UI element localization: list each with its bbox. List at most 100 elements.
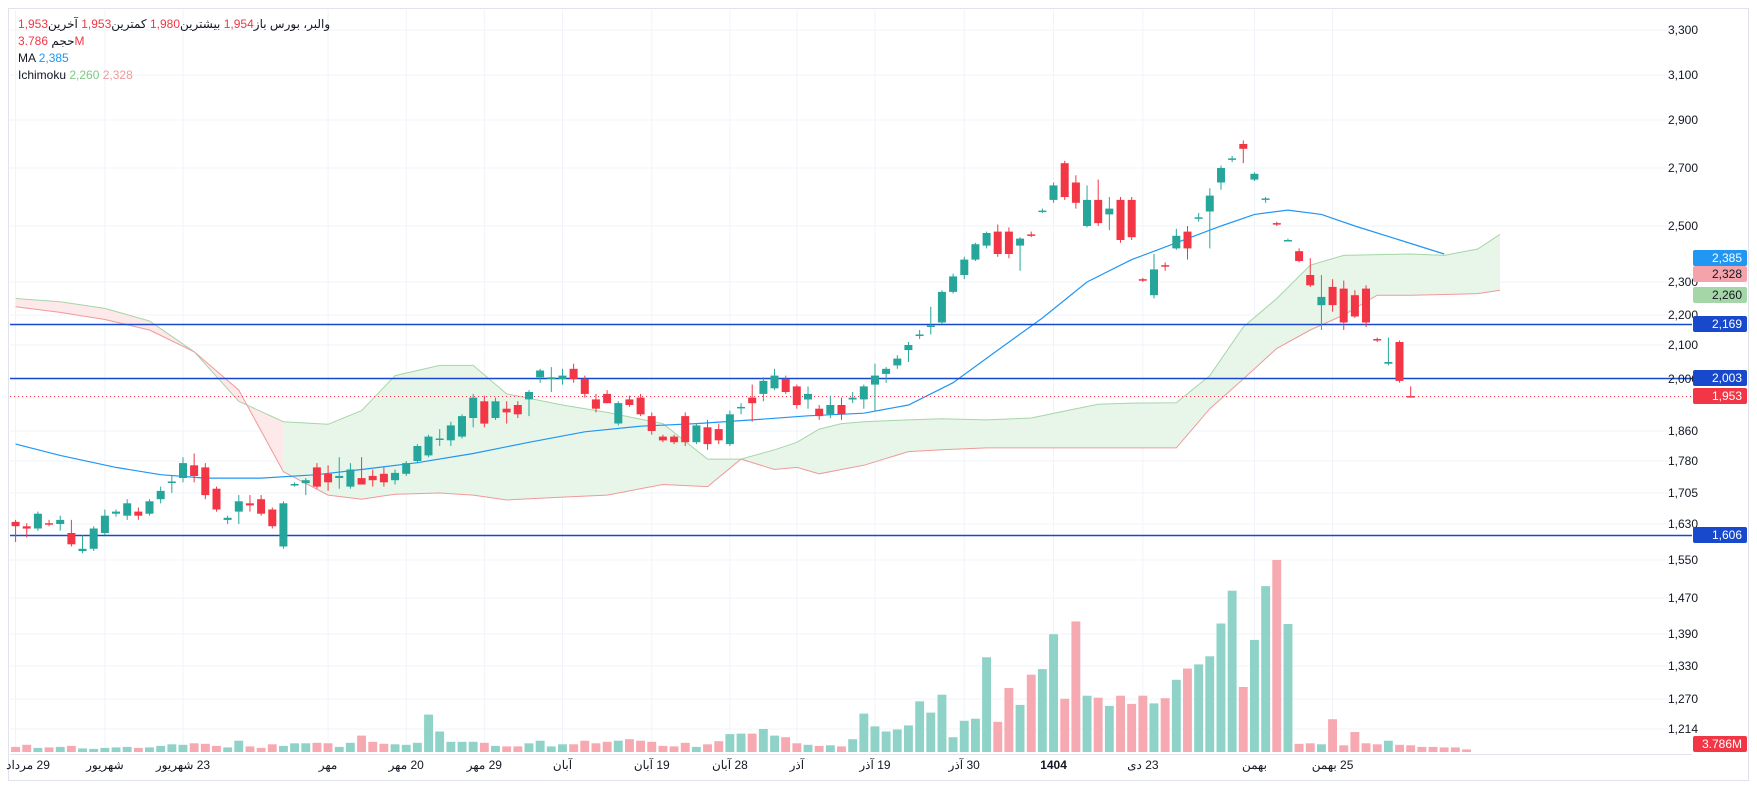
- volume-bar: [1428, 746, 1438, 752]
- volume-bar: [870, 726, 880, 752]
- candle-body: [625, 399, 634, 405]
- legend-ichimoku-value-1: 2,260: [69, 68, 100, 82]
- time-tick-label: آبان: [553, 757, 573, 772]
- volume-bar: [915, 701, 925, 752]
- candle-body: [848, 397, 857, 400]
- volume-bar: [44, 747, 54, 752]
- candle-body: [748, 397, 757, 404]
- badge-hline-bg: [1693, 370, 1747, 386]
- candle: [223, 515, 232, 524]
- candle-body: [714, 429, 723, 441]
- volume-bar: [904, 725, 913, 752]
- volume-bar: [479, 742, 489, 752]
- candle: [1350, 290, 1359, 318]
- volume-bar: [457, 741, 467, 752]
- candle-body: [123, 503, 132, 516]
- volume-bar: [22, 744, 32, 752]
- ma-line: [15, 209, 1445, 479]
- candle: [1172, 228, 1181, 250]
- candle-body: [725, 414, 734, 445]
- volume-bar: [446, 741, 456, 752]
- candle-body: [279, 503, 288, 547]
- candle: [1384, 337, 1393, 366]
- candle-body: [312, 467, 321, 487]
- legend-symbol[interactable]: والبر، بورس: [269, 17, 331, 31]
- candle: [1094, 179, 1103, 226]
- volume-bar: [11, 746, 20, 752]
- candle-body: [993, 231, 1002, 254]
- candle-body: [379, 473, 388, 483]
- candle: [1183, 226, 1192, 260]
- time-tick-label: 29 مرداد: [6, 758, 50, 772]
- time-tick-label: 20 مهر: [388, 758, 425, 772]
- candle-body: [759, 380, 768, 394]
- candle-body: [458, 416, 466, 437]
- volume-bar: [502, 746, 512, 752]
- candle: [11, 519, 20, 542]
- volume-bar: [1361, 743, 1371, 752]
- legend-ichimoku-value-2: 2,328: [102, 68, 133, 82]
- volume-bar: [881, 731, 891, 752]
- candle-body: [1261, 198, 1270, 200]
- candle: [1373, 337, 1382, 342]
- legend-volume-value: 3.786M: [18, 34, 85, 48]
- volume-bar: [200, 743, 210, 752]
- candle: [937, 290, 946, 324]
- time-tick-label: 19 آذر: [858, 757, 890, 772]
- volume-bar: [1383, 740, 1393, 752]
- candle-body: [100, 515, 109, 533]
- candle: [1261, 197, 1270, 203]
- candle-body: [1183, 231, 1192, 249]
- candle: [156, 486, 165, 504]
- volume-bar: [636, 740, 645, 752]
- candle-body: [56, 519, 65, 524]
- candle: [1295, 248, 1304, 263]
- price-tick-label: 2,700: [1668, 161, 1698, 175]
- candle-body: [1083, 199, 1091, 226]
- volume-bar: [1261, 586, 1271, 752]
- candle-body: [1127, 199, 1136, 238]
- candle: [1016, 237, 1025, 271]
- price-tick-label: 2,900: [1668, 113, 1698, 127]
- volume-bar: [1339, 745, 1349, 752]
- candle: [826, 395, 835, 418]
- volume-bar: [189, 743, 199, 752]
- badge-cloud_green: 2,260: [1712, 288, 1742, 302]
- candle-body: [491, 401, 500, 418]
- volume-bar: [993, 721, 1003, 752]
- candle-body: [1016, 238, 1025, 246]
- candle-body: [67, 533, 76, 545]
- candle-body: [1384, 362, 1393, 364]
- candle-body: [1328, 286, 1337, 306]
- time-tick-label: 28 آبان: [712, 757, 748, 772]
- candle: [1116, 197, 1125, 243]
- candle: [815, 405, 824, 420]
- candle: [123, 499, 132, 520]
- candle-body: [781, 379, 790, 392]
- legend-ichimoku-row[interactable]: Ichimoku 2,260 2,328: [18, 67, 330, 84]
- candle-body: [89, 528, 98, 549]
- price-tick-label: 1,270: [1668, 692, 1698, 706]
- candle-body: [1362, 288, 1370, 323]
- volume-bar: [379, 743, 389, 752]
- badge-hline-bg: [1693, 316, 1747, 332]
- candle-body: [301, 480, 310, 484]
- candle: [670, 434, 679, 445]
- legend-volume-label: حجم: [51, 34, 75, 48]
- volume-bar: [859, 713, 869, 752]
- candle: [837, 397, 846, 420]
- candle: [290, 482, 299, 487]
- candle-body: [591, 399, 600, 409]
- candle-body: [614, 403, 623, 424]
- candle: [379, 467, 388, 487]
- badge-ma-bg: [1693, 250, 1747, 266]
- candle-body: [737, 406, 745, 409]
- legend-volume-row[interactable]: حجم 3.786M: [18, 33, 330, 50]
- candle-body: [580, 379, 589, 394]
- time-tick-label: مهر: [318, 758, 338, 772]
- candle: [893, 355, 902, 369]
- legend-ma-row[interactable]: MA 2,385: [18, 50, 330, 67]
- volume-bar: [412, 742, 422, 752]
